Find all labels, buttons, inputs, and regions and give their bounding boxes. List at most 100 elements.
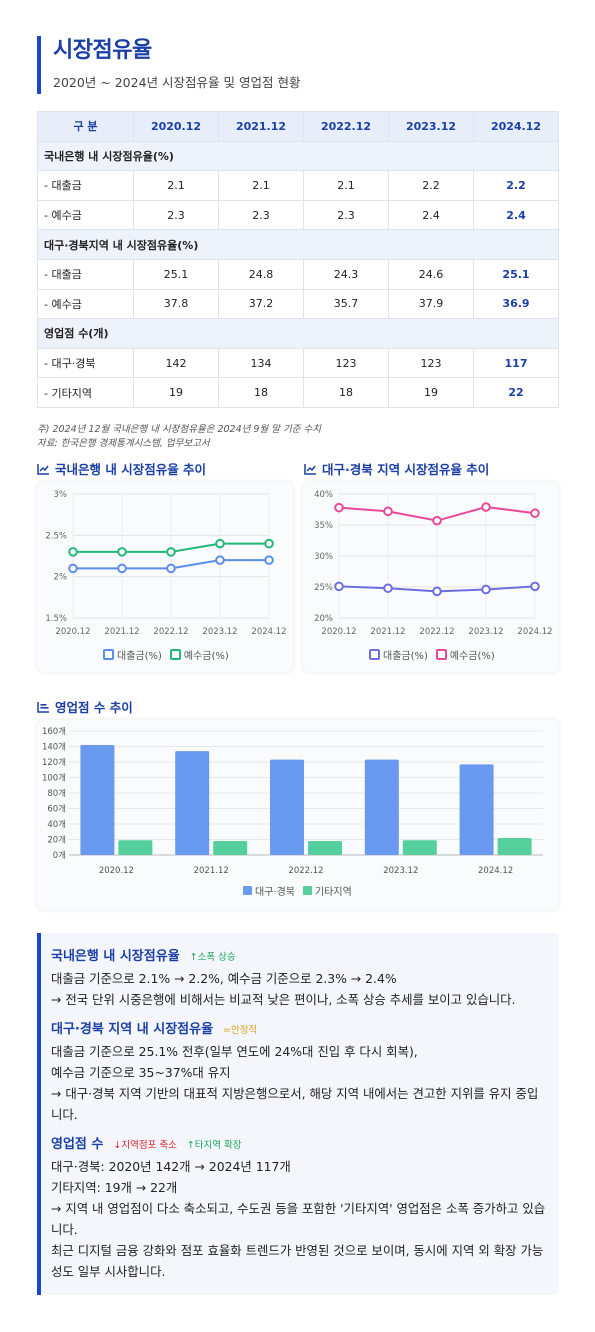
row-label: - 예수금 <box>37 199 134 231</box>
x-tick-label: 2023.12 <box>383 866 418 876</box>
data-point <box>334 502 344 513</box>
regional-chart-heading: 대구·경북 지역 시장점유율 추이 <box>304 459 489 478</box>
data-point <box>68 563 78 574</box>
table-header-cell: 2020.12 <box>133 111 219 142</box>
data-point <box>530 508 540 519</box>
table-row: - 대출금 25.1 24.8 24.3 24.6 25.1 <box>37 258 559 290</box>
data-point <box>432 515 442 526</box>
bar <box>175 751 210 855</box>
y-tick-label: 40개 <box>47 819 66 830</box>
summary-heading: 국내은행 내 시장점유율 ↑소폭 상승 <box>51 945 549 964</box>
table-cell: 2.1 <box>303 170 389 201</box>
legend-label: 예수금(%) <box>183 651 229 662</box>
legend-item: 예수금(%) <box>169 647 229 662</box>
table-row: - 예수금 37.8 37.2 35.7 37.9 36.9 <box>37 288 559 320</box>
table-header-cell: 2021.12 <box>218 111 304 142</box>
line-chart-icon <box>37 463 49 475</box>
branch-count-svg: 0개 20개 40개 60개 80개 100개 120개 140개 160개 2020.12 202… <box>42 726 543 876</box>
legend-swatch <box>369 649 380 660</box>
data-point <box>481 502 491 512</box>
summary-line: 최근 디지털 금융 강화와 점포 효율화 트렌드가 반영된 것으로 보이며, 동… <box>51 1243 544 1279</box>
chart-legend: 대출금(%) 예수금(%) <box>369 647 495 662</box>
y-tick-label: 120개 <box>42 757 66 768</box>
x-tick-label: 2020.12 <box>321 627 356 637</box>
summary-line: 기타지역: 19개 → 22개 <box>51 1180 178 1195</box>
chart-legend: 대출금(%) 예수금(%) <box>103 647 229 662</box>
x-tick-label: 2020.12 <box>99 866 134 876</box>
summary-line: 대출금 기준으로 2.1% → 2.2%, 예수금 기준으로 2.3% → 2.… <box>51 971 397 986</box>
data-point <box>117 547 127 557</box>
y-tick-label: 25% <box>314 583 333 593</box>
table-header-cell: 2024.12 <box>473 111 559 142</box>
table-section-row: 국내은행 내 시장점유율(%) <box>37 140 559 172</box>
legend-item: 대출금(%) <box>369 647 428 662</box>
y-tick-label: 2% <box>54 573 68 583</box>
table-cell: 2.3 <box>303 199 389 231</box>
data-point <box>530 581 540 592</box>
page-title: 시장점유율 <box>53 38 152 63</box>
summary-body: 대출금 기준으로 2.1% → 2.2%, 예수금 기준으로 2.3% → 2.… <box>51 968 549 1010</box>
summary-body: 대출금 기준으로 25.1% 전후(일부 연도에 24%대 진입 후 다시 회복… <box>51 1041 549 1125</box>
table-cell-latest: 117 <box>473 347 559 379</box>
arrow-down-icon: ↓ <box>113 1140 122 1151</box>
row-label: - 예수금 <box>37 288 134 320</box>
bar <box>459 764 494 855</box>
y-tick-label: 160개 <box>42 726 66 737</box>
y-tick-label: 40% <box>314 490 333 500</box>
table-cell: 35.7 <box>303 288 389 320</box>
x-tick-label: 2024.12 <box>517 627 552 637</box>
table-cell: 37.8 <box>133 288 219 320</box>
section-title: 국내은행 내 시장점유율(%) <box>37 140 559 172</box>
chart-legend: 대구·경북 기타지역 <box>243 883 352 898</box>
legend-item: 예수금(%) <box>435 647 495 662</box>
legend-item: 기타지역 <box>302 883 352 898</box>
equals-icon: = <box>223 1025 232 1036</box>
data-point <box>215 538 225 549</box>
x-tick-label: 2023.12 <box>202 627 237 637</box>
source-line: 자료: 한국은행 경제통계시스템, 업무보고서 <box>37 438 210 449</box>
data-point <box>215 555 225 565</box>
table-row: - 대출금 2.1 2.1 2.1 2.2 2.2 <box>37 170 559 201</box>
row-label: - 대출금 <box>37 258 134 290</box>
row-label: - 기타지역 <box>37 377 134 408</box>
table-cell: 24.6 <box>388 258 474 290</box>
summary-line: → 대구·경북 지역 기반의 대표적 지방은행으로서, 해당 지역 내에서는 견… <box>51 1086 539 1122</box>
x-tick-label: 2024.12 <box>478 866 513 876</box>
y-tick-label: 140개 <box>42 742 66 753</box>
legend-label: 예수금(%) <box>449 651 495 662</box>
line-chart-icon <box>304 463 316 475</box>
table-section-row: 대구·경북지역 내 시장점유율(%) <box>37 229 559 260</box>
y-tick-label: 2.5% <box>45 531 67 541</box>
table-cell: 2.2 <box>388 170 474 201</box>
page-header: 시장점유율 2020년 ~ 2024년 시장점유율 및 영업점 현황 <box>37 36 557 94</box>
trend-tag: ↑타지역 확장 <box>187 1137 242 1151</box>
legend-label: 대출금(%) <box>383 651 428 662</box>
bar <box>364 759 399 855</box>
regional-share-chart: 20% 25% 30% 35% 40% 2020.12 2021.12 2022.12 2023… <box>303 482 559 672</box>
row-label: - 대출금 <box>37 170 134 201</box>
market-share-table: 구 분 2020.12 2021.12 2022.12 2023.12 2024… <box>37 111 559 408</box>
table-header-cell: 2023.12 <box>388 111 474 142</box>
table-cell: 2.1 <box>218 170 304 201</box>
table-header-row: 구 분 2020.12 2021.12 2022.12 2023.12 2024… <box>37 111 559 142</box>
data-point <box>383 583 393 594</box>
summary-line: 예수금 기준으로 35~37%대 유지 <box>51 1065 231 1080</box>
x-tick-label: 2021.12 <box>370 627 405 637</box>
table-cell: 18 <box>303 377 389 408</box>
section-title: 영업점 수(개) <box>37 318 559 349</box>
table-cell: 19 <box>133 377 219 408</box>
table-cell-latest: 25.1 <box>473 258 559 290</box>
legend-label: 대출금(%) <box>117 651 162 662</box>
x-tick-label: 2023.12 <box>468 627 503 637</box>
data-point <box>117 563 127 574</box>
tag-label: 안정적 <box>231 1025 258 1036</box>
trend-tag: ↓지역점포 축소 <box>113 1137 176 1151</box>
data-point <box>166 563 176 574</box>
table-header-cell: 구 분 <box>37 111 134 142</box>
section-title: 대구·경북지역 내 시장점유율(%) <box>37 229 559 260</box>
data-point <box>481 584 491 595</box>
legend-swatch <box>435 649 447 660</box>
y-tick-label: 20개 <box>47 835 66 846</box>
trend-tag: =안정적 <box>223 1022 257 1036</box>
x-tick-label: 2022.12 <box>153 627 188 637</box>
